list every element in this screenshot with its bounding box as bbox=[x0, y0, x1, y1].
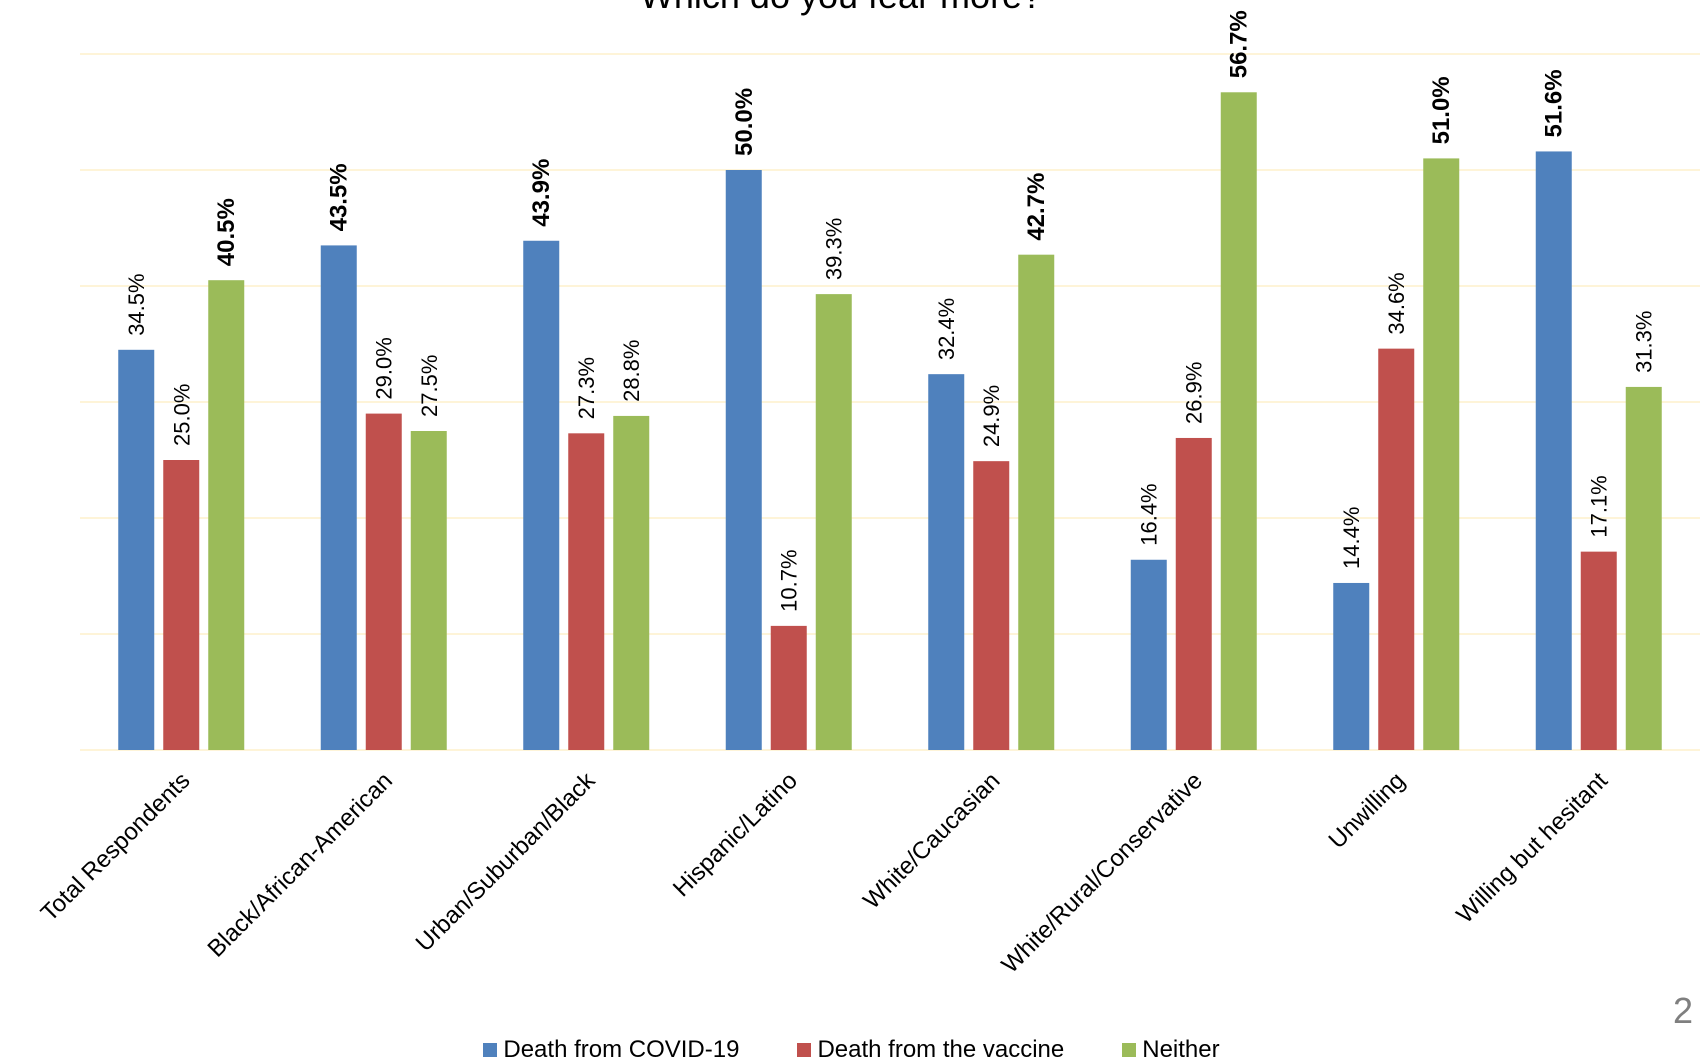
category-label: Urban/Suburban/Black bbox=[411, 766, 602, 957]
bar bbox=[1625, 386, 1662, 750]
category-label: Unwilling bbox=[1323, 767, 1410, 854]
data-label: 43.9% bbox=[528, 159, 555, 227]
data-label: 34.6% bbox=[1384, 272, 1409, 334]
legend-swatch-vaccine bbox=[797, 1043, 812, 1057]
legend: Death from COVID-19 Death from the vacci… bbox=[0, 1036, 1703, 1064]
bar bbox=[613, 415, 650, 750]
bar bbox=[410, 431, 447, 750]
bar bbox=[523, 240, 560, 750]
bar bbox=[770, 625, 807, 750]
legend-label-neither: Neither bbox=[1142, 1036, 1220, 1063]
data-label: 31.3% bbox=[1632, 311, 1657, 373]
data-label: 16.4% bbox=[1137, 483, 1162, 545]
category-label: White/Rural/Conservative bbox=[996, 767, 1208, 979]
bar bbox=[815, 294, 852, 750]
category-label: Total Respondents bbox=[36, 767, 196, 927]
bar bbox=[1580, 551, 1617, 750]
page-number: 2 bbox=[1672, 990, 1693, 1031]
category-label: Black/African-American bbox=[203, 767, 398, 962]
bar bbox=[725, 170, 762, 750]
category-labels: Total Respondents Black/African-American U… bbox=[36, 766, 1613, 978]
bar bbox=[1378, 348, 1415, 750]
value-labels: 34.5% 25.0% 40.5% 43.5% 29.0% 27.5% 43.9% 27.3%… bbox=[124, 10, 1657, 612]
data-label: 24.9% bbox=[979, 385, 1004, 447]
bar bbox=[118, 349, 155, 750]
data-label: 50.0% bbox=[731, 88, 758, 156]
chart-title: Which do you fear more? bbox=[640, 0, 1042, 16]
data-label: 43.5% bbox=[326, 163, 353, 231]
data-label: 14.4% bbox=[1339, 507, 1364, 569]
data-label: 51.0% bbox=[1428, 76, 1455, 144]
data-label: 34.5% bbox=[124, 273, 149, 335]
bar bbox=[568, 433, 605, 750]
bar bbox=[208, 280, 245, 750]
bars bbox=[118, 92, 1662, 750]
legend-swatch-covid bbox=[483, 1043, 498, 1057]
data-label: 26.9% bbox=[1182, 362, 1207, 424]
data-label: 32.4% bbox=[934, 298, 959, 360]
data-label: 17.1% bbox=[1587, 475, 1612, 537]
bar bbox=[928, 374, 965, 750]
data-label: 27.3% bbox=[574, 357, 599, 419]
bar bbox=[163, 460, 200, 750]
legend-label-vaccine: Death from the vaccine bbox=[817, 1036, 1065, 1063]
data-label: 40.5% bbox=[213, 198, 240, 266]
data-label: 51.6% bbox=[1541, 69, 1568, 137]
bar bbox=[1130, 559, 1167, 750]
data-label: 10.7% bbox=[777, 549, 802, 611]
legend-swatch-neither bbox=[1122, 1043, 1137, 1057]
data-label: 29.0% bbox=[372, 337, 397, 399]
bar bbox=[1220, 92, 1257, 750]
legend-item-vaccine: Death from the vaccine bbox=[797, 1036, 1064, 1064]
data-label: 27.5% bbox=[417, 355, 442, 417]
bar bbox=[1423, 158, 1460, 750]
data-label: 56.7% bbox=[1226, 10, 1253, 78]
bar bbox=[1333, 582, 1370, 750]
legend-label-covid: Death from COVID-19 bbox=[503, 1036, 740, 1063]
bar bbox=[365, 413, 402, 750]
bar bbox=[973, 461, 1010, 750]
category-label: Willing but hesitant bbox=[1451, 767, 1613, 929]
legend-item-covid: Death from COVID-19 bbox=[483, 1036, 739, 1064]
bar bbox=[1175, 437, 1212, 750]
legend-item-neither: Neither bbox=[1122, 1036, 1220, 1064]
data-label: 28.8% bbox=[619, 340, 644, 402]
bar bbox=[1535, 151, 1572, 750]
data-label: 42.7% bbox=[1023, 173, 1050, 241]
category-label: White/Caucasian bbox=[858, 767, 1005, 914]
bar bbox=[320, 245, 357, 750]
category-label: Hispanic/Latino bbox=[668, 767, 803, 902]
data-label: 25.0% bbox=[169, 384, 194, 446]
bar bbox=[1018, 254, 1055, 750]
data-label: 39.3% bbox=[822, 218, 847, 280]
